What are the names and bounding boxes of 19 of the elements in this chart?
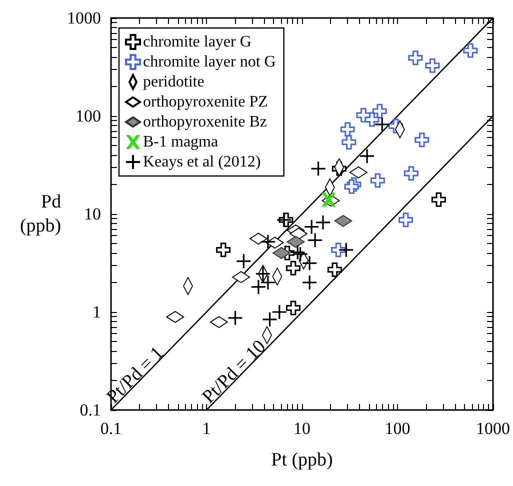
y-tick-label: 1000 — [67, 8, 101, 28]
y-tick-label: 1 — [92, 302, 101, 322]
x-tick-label: 100 — [384, 419, 410, 438]
legend-label: peridotite — [143, 74, 204, 90]
x-tick-label: 1 — [202, 419, 211, 438]
x-tick-label: 0.1 — [100, 419, 122, 438]
legend-label: Keays et al (2012) — [143, 154, 261, 170]
y-axis-title: Pd (ppb) — [20, 192, 62, 236]
y-tick-label: 10 — [84, 204, 101, 224]
x-axis-title: Pt (ppb) — [271, 450, 333, 470]
legend-label: chromite layer G — [143, 34, 252, 50]
legend-label: orthopyroxenite Bz — [143, 114, 267, 130]
x-tick-label: 1000 — [476, 419, 510, 438]
x-tick-label: 10 — [294, 419, 310, 438]
y-tick-label: 0.1 — [80, 400, 101, 420]
legend-label: orthopyroxenite PZ — [143, 94, 268, 110]
legend-label: chromite layer not G — [143, 54, 276, 70]
y-tick-label: 100 — [76, 106, 101, 126]
legend-label: B-1 magma — [143, 134, 218, 150]
